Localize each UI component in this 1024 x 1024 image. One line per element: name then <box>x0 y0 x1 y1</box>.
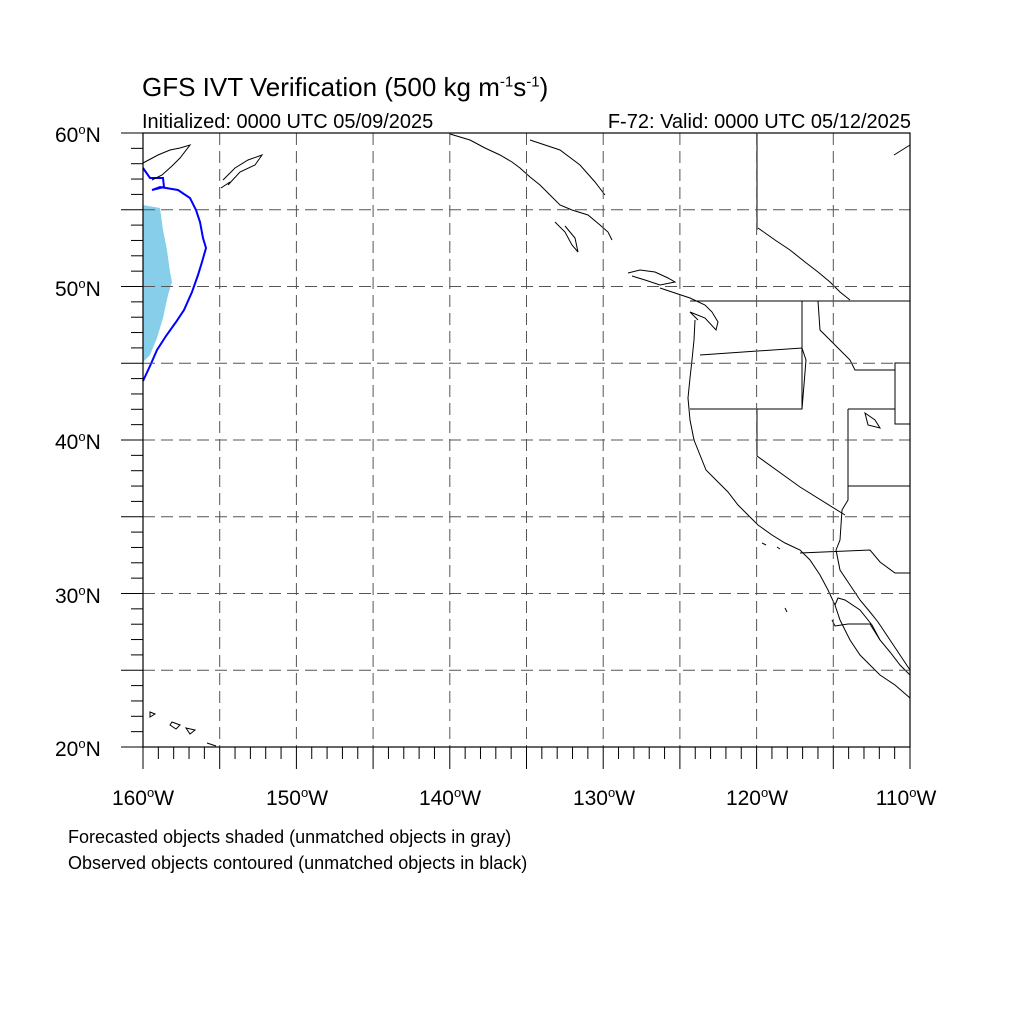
legend-note-forecast: Forecasted objects shaded (unmatched obj… <box>68 827 512 847</box>
political-boundaries <box>690 134 910 574</box>
valid-time: F-72: Valid: 0000 UTC 05/12/2025 <box>607 111 911 133</box>
legend-note-observed: Observed objects contoured (unmatched ob… <box>68 853 528 873</box>
lon-label-120w: 120oW <box>725 785 789 810</box>
lat-label-50: 50oN <box>55 276 101 301</box>
lon-label-110w: 110oW <box>875 785 937 810</box>
lon-label-130w: 130oW <box>572 785 636 810</box>
lon-label-140w: 140oW <box>418 785 482 810</box>
coastlines <box>142 133 911 747</box>
lat-label-30: 30oN <box>55 583 101 608</box>
forecast-object-shading <box>143 205 172 362</box>
lat-label-20: 20oN <box>55 736 101 761</box>
lat-label-40: 40oN <box>55 429 101 454</box>
lat-label-60: 60oN <box>55 122 101 147</box>
graticule <box>143 133 910 747</box>
lon-label-160w: 160oW <box>111 785 175 810</box>
lon-label-150w: 150oW <box>265 785 329 810</box>
map-title: GFS IVT Verification (500 kg m-1s-1) <box>142 72 549 102</box>
observed-object-contour <box>142 167 208 382</box>
axis-ticks <box>121 132 911 769</box>
initialized-time: Initialized: 0000 UTC 05/09/2025 <box>142 111 434 133</box>
